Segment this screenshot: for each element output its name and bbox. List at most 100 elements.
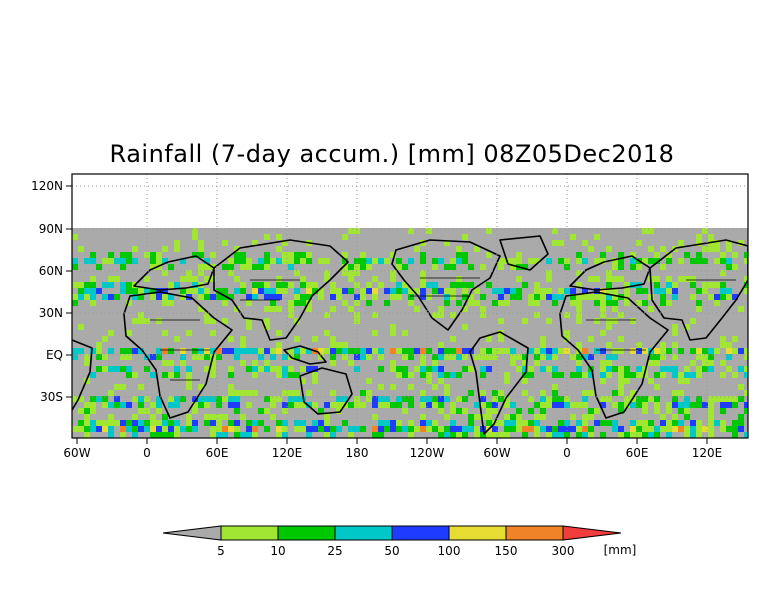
rain-cell [546, 426, 552, 432]
rain-cell [276, 396, 282, 402]
rain-cell [690, 420, 696, 426]
rain-cell [204, 276, 210, 282]
rain-cell [420, 294, 426, 300]
rain-cell [438, 288, 444, 294]
rain-cell [264, 234, 270, 240]
rain-cell [738, 384, 744, 390]
rain-cell [492, 300, 498, 306]
rain-cell [366, 264, 372, 270]
rain-cell [648, 294, 654, 300]
rain-cell [342, 258, 348, 264]
rain-cell [150, 264, 156, 270]
rain-cell [318, 426, 324, 432]
rain-cell [720, 252, 726, 258]
rain-cell [234, 306, 240, 312]
rain-cell [624, 300, 630, 306]
rain-cell [672, 342, 678, 348]
rain-cell [528, 420, 534, 426]
rain-cell [678, 378, 684, 384]
rain-cell [510, 348, 516, 354]
rain-cell [120, 264, 126, 270]
rain-cell [720, 420, 726, 426]
rain-cell [234, 348, 240, 354]
rain-cell [636, 348, 642, 354]
rain-cell [378, 396, 384, 402]
rain-cell [480, 402, 486, 408]
rain-cell [426, 378, 432, 384]
rain-cell [216, 426, 222, 432]
colorbar-segment [391, 525, 450, 541]
rain-cell [684, 324, 690, 330]
rain-cell [504, 300, 510, 306]
rain-cell [438, 348, 444, 354]
rain-cell [168, 294, 174, 300]
rain-cell [150, 420, 156, 426]
rain-cell [696, 354, 702, 360]
rain-cell [300, 366, 306, 372]
rain-cell [252, 390, 258, 396]
rain-cell [510, 288, 516, 294]
rain-cell [654, 258, 660, 264]
rain-cell [516, 408, 522, 414]
rain-cell [516, 414, 522, 420]
rain-cell [144, 318, 150, 324]
rain-cell [450, 264, 456, 270]
rain-cell [234, 246, 240, 252]
rain-cell [342, 288, 348, 294]
rain-cell [360, 294, 366, 300]
rain-cell [450, 312, 456, 318]
rain-cell [504, 396, 510, 402]
rain-cell [396, 258, 402, 264]
rain-cell [456, 396, 462, 402]
rain-cell [288, 264, 294, 270]
rain-cell [234, 354, 240, 360]
rain-cell [270, 258, 276, 264]
rain-cell [228, 384, 234, 390]
rain-cell [642, 288, 648, 294]
longitude-labels: 60W 0 60E 120E 180 120W 60W 0 60E 120E [63, 446, 722, 460]
rain-cell [294, 336, 300, 342]
rain-cell [420, 270, 426, 276]
rain-cell [102, 294, 108, 300]
rain-cell [198, 246, 204, 252]
rain-cell [594, 318, 600, 324]
rain-cell [348, 426, 354, 432]
rain-cell [270, 300, 276, 306]
rain-cell [438, 372, 444, 378]
rain-cell [90, 276, 96, 282]
rain-cell [96, 264, 102, 270]
rain-cell [276, 246, 282, 252]
rain-cell [720, 282, 726, 288]
rain-cell [738, 348, 744, 354]
rain-cell [180, 396, 186, 402]
rain-cell [90, 402, 96, 408]
rain-cell [486, 354, 492, 360]
rain-cell [222, 300, 228, 306]
rain-cell [348, 264, 354, 270]
rain-cell [384, 258, 390, 264]
rain-cell [294, 402, 300, 408]
rain-cell [372, 330, 378, 336]
rain-cell [252, 288, 258, 294]
rain-cell [606, 270, 612, 276]
rain-cell [162, 348, 168, 354]
rain-cell [252, 366, 258, 372]
rain-cell [78, 288, 84, 294]
rain-cell [522, 282, 528, 288]
rain-cell [114, 402, 120, 408]
rain-cell [708, 402, 714, 408]
rain-cell [666, 366, 672, 372]
rain-cell [648, 246, 654, 252]
rain-cell [84, 426, 90, 432]
rain-cell [222, 240, 228, 246]
rain-cell [708, 282, 714, 288]
rain-cell [582, 258, 588, 264]
rain-cell [282, 420, 288, 426]
rain-cell [120, 366, 126, 372]
rain-cell [342, 354, 348, 360]
rain-cell [504, 402, 510, 408]
rain-cell [660, 348, 666, 354]
rain-cell [552, 432, 558, 438]
rain-cell [468, 300, 474, 306]
rain-cell [78, 294, 84, 300]
